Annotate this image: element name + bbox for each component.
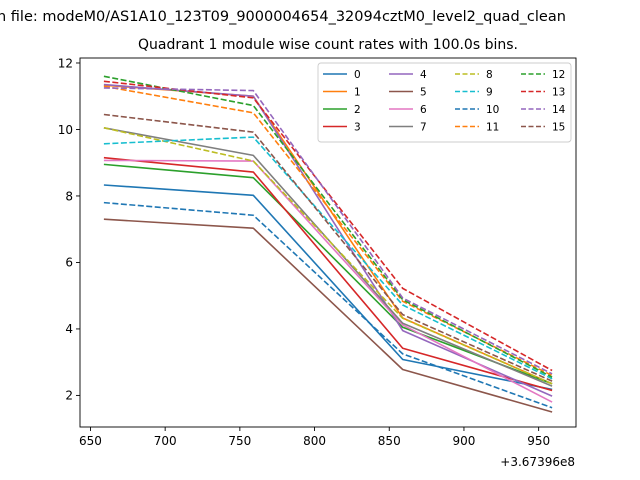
series-line-10 (103, 201, 553, 409)
series-line-12 (103, 75, 553, 378)
y-tick-label-8: 8 (65, 189, 73, 203)
chart-title: Quadrant 1 module wise count rates with … (138, 37, 518, 53)
y-tick-label-10: 10 (58, 123, 73, 137)
legend-label-10: 10 (486, 104, 499, 116)
series-line-14 (103, 87, 553, 375)
y-tick-label-2: 2 (65, 389, 73, 403)
legend-label-3: 3 (354, 122, 361, 134)
series-line-8 (103, 127, 553, 385)
x-tick-label-950: 950 (527, 434, 550, 448)
x-tick-label-850: 850 (378, 434, 401, 448)
series-line-3 (103, 156, 553, 392)
legend-label-2: 2 (354, 104, 361, 116)
series-line-6 (103, 159, 553, 403)
legend-label-4: 4 (420, 69, 427, 81)
legend-label-0: 0 (354, 69, 361, 81)
x-tick-label-900: 900 (452, 434, 475, 448)
legend-box (317, 62, 572, 143)
series-line-0 (103, 184, 553, 391)
legend-label-9: 9 (486, 87, 493, 99)
y-tick-label-4: 4 (65, 322, 73, 336)
series-line-11 (103, 85, 553, 377)
legend-label-13: 13 (552, 87, 565, 99)
x-tick-label-800: 800 (303, 434, 326, 448)
legend-label-14: 14 (552, 104, 566, 116)
x-tick-label-650: 650 (79, 434, 102, 448)
x-tick-label-700: 700 (154, 434, 177, 448)
x-axis-offset-label: +3.67396e8 (500, 455, 575, 469)
legend-label-11: 11 (486, 122, 499, 134)
legend-label-15: 15 (552, 122, 565, 134)
figure-suptitle: n file: modeM0/AS1A10_123T09_9000004654_… (0, 9, 566, 25)
x-tick-label-750: 750 (228, 434, 251, 448)
legend-label-6: 6 (420, 104, 427, 116)
legend-label-5: 5 (420, 87, 427, 99)
series-line-5 (103, 218, 553, 413)
y-tick-label-6: 6 (65, 256, 73, 270)
legend-label-8: 8 (486, 69, 493, 81)
legend-label-12: 12 (552, 69, 565, 81)
legend-label-1: 1 (354, 87, 361, 99)
y-tick-label-12: 12 (58, 56, 73, 70)
legend-label-7: 7 (420, 122, 427, 134)
axes-frame (79, 57, 577, 428)
series-line-13 (103, 80, 553, 372)
series-line-7 (103, 127, 553, 387)
series-line-15 (103, 113, 553, 382)
